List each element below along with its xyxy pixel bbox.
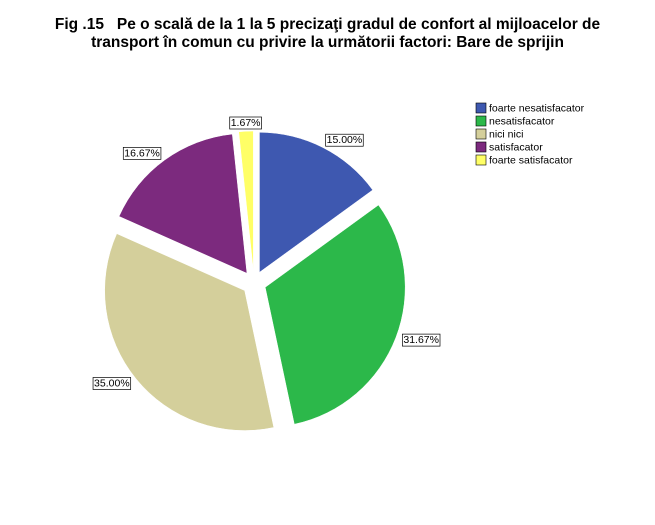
data-label: 31.67% <box>403 334 439 346</box>
legend-label: satisfacator <box>489 141 543 153</box>
data-label: 1.67% <box>231 117 261 129</box>
legend-swatch <box>475 115 487 127</box>
legend-label: foarte satisfacator <box>489 154 573 166</box>
data-label-box <box>122 147 162 160</box>
data-label-box <box>229 116 262 130</box>
legend-swatch <box>475 102 487 114</box>
legend-label: foarte nesatisfacator <box>489 102 585 114</box>
pie-slice <box>118 133 248 274</box>
pie-slice <box>238 130 254 272</box>
legend-label: nici nici <box>489 128 523 140</box>
chart-title: Fig .15 Pe o scală de la 1 la 5 precizaţ… <box>54 16 605 51</box>
data-label-group: 31.67% <box>402 333 441 347</box>
data-label-box <box>325 133 364 147</box>
data-label: 15.00% <box>327 134 363 146</box>
data-label-box <box>402 333 441 347</box>
data-label: 35.00% <box>94 377 130 389</box>
pie-slice <box>264 204 406 425</box>
pie-slice <box>104 233 275 431</box>
data-label: 16.67% <box>124 147 160 159</box>
legend-label: nesatisfacator <box>489 115 555 127</box>
data-label-group: 16.67% <box>122 147 162 160</box>
data-label-group: 15.00% <box>325 133 364 147</box>
legend-swatch <box>475 141 487 153</box>
pie-slice <box>259 132 374 273</box>
data-label-group: 35.00% <box>92 377 132 390</box>
data-label-group: 1.67% <box>229 116 262 130</box>
legend-swatch <box>475 128 487 140</box>
legend-swatch <box>475 154 487 166</box>
data-label-box <box>92 377 132 390</box>
